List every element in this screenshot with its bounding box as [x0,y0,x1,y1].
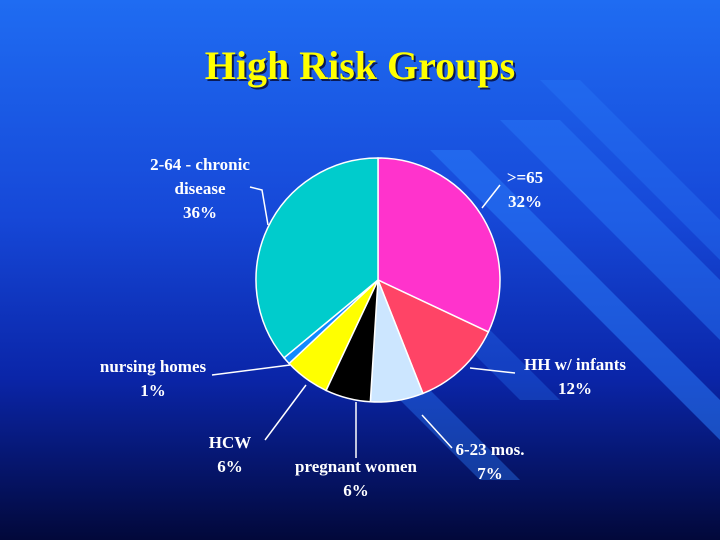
slice-percent-label: 36% [183,203,217,222]
slice-percent-label: 12% [558,379,592,398]
slice-label: >=65 [507,168,543,187]
slide-title: High Risk Groups [204,43,516,88]
leader-line [469,367,516,374]
leader-line [264,384,307,441]
slice-percent-label: 1% [140,381,166,400]
pie-slice [377,157,501,333]
slice-percent-label: 32% [508,192,542,211]
slice-percent-label: 6% [343,481,369,500]
slice-percent-label: 6% [217,457,243,476]
pie-slice [255,157,379,359]
slice-label: 2-64 - chronic [150,155,250,174]
slice-label: nursing homes [100,357,207,376]
slice-label: 6-23 mos. [456,440,525,459]
leader-line [481,184,501,209]
pie-slice [376,278,490,395]
leader-line [249,186,269,226]
slice-percent-label: 7% [477,464,503,483]
leader-line [211,364,291,376]
leader-line [421,414,453,449]
slice-label: HCW [209,433,252,452]
slice-label: pregnant women [295,457,418,476]
slice-label: disease [175,179,226,198]
slice-label: HH w/ infants [524,355,626,374]
